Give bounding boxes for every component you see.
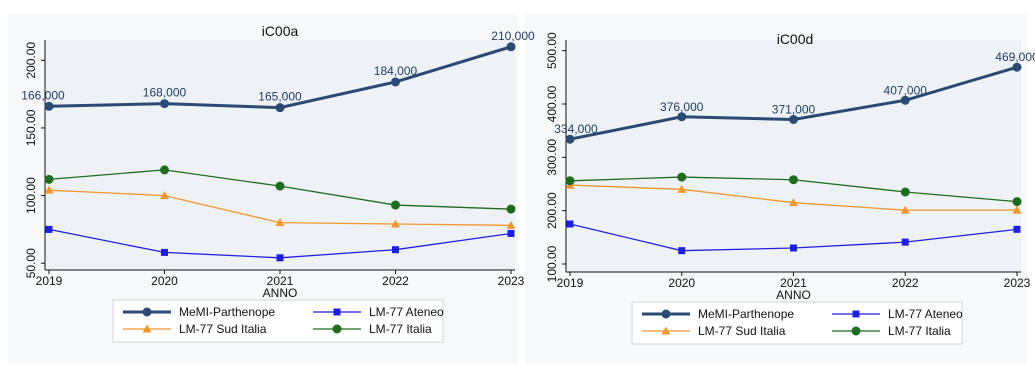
y-tick-label: 200.00 <box>24 42 38 79</box>
x-tick-label: 2022 <box>892 276 919 290</box>
legend-marker <box>142 307 152 317</box>
data-label: 168,000 <box>143 86 187 100</box>
point-MeMI-Parthenope <box>900 95 910 105</box>
x-tick-label: 2020 <box>668 276 695 290</box>
x-tick-label: 2023 <box>498 274 525 288</box>
legend-marker <box>142 324 152 333</box>
legend: MeMI-Parthenope LM-77 Ateneo LM-77 Sud Ita… <box>112 299 444 343</box>
legend-label: LM-77 Sud Italia <box>179 322 267 336</box>
point-MeMI-Parthenope <box>789 114 798 124</box>
data-label: 334,000 <box>554 122 598 136</box>
legend-label: LM-77 Ateneo <box>888 307 963 321</box>
point-LM-77 Sud Italia <box>160 191 169 200</box>
point-LM-77 Ateneo <box>392 246 399 254</box>
point-LM-77 Ateneo <box>45 225 53 233</box>
point-MeMI-Parthenope <box>677 112 687 122</box>
point-LM-77 Italia <box>275 181 285 191</box>
legend-label: LM-77 Sud Italia <box>698 324 786 338</box>
legend-marker <box>852 310 860 318</box>
point-LM-77 Ateneo <box>507 229 515 237</box>
legend-box <box>112 299 444 343</box>
point-LM-77 Ateneo <box>1013 225 1021 233</box>
point-LM-77 Italia <box>506 204 516 214</box>
point-LM-77 Italia <box>391 200 400 210</box>
point-LM-77 Ateneo <box>161 248 168 256</box>
y-tick-label: 500.00 <box>545 32 559 69</box>
point-MeMI-Parthenope <box>391 77 400 87</box>
legend-label: MeMI-Parthenope <box>179 305 275 319</box>
point-LM-77 Sud Italia <box>44 185 54 194</box>
point-LM-77 Ateneo <box>678 247 686 255</box>
legend-marker <box>332 324 342 334</box>
x-tick-label: 2020 <box>151 274 178 288</box>
plot-area <box>45 40 515 270</box>
legend-box <box>631 301 963 345</box>
point-MeMI-Parthenope <box>44 101 54 111</box>
y-tick-label: 150.00 <box>24 109 38 146</box>
x-tick-label: 2021 <box>780 276 807 290</box>
point-MeMI-Parthenope <box>506 42 516 52</box>
point-LM-77 Sud Italia <box>275 218 285 227</box>
y-tick-label: 400.00 <box>545 85 559 122</box>
data-label: 407,000 <box>884 83 928 97</box>
x-tick-label: 2019 <box>557 276 584 290</box>
legend-marker <box>851 326 861 336</box>
x-axis-label: ANNO <box>776 288 811 302</box>
x-tick-label: 2023 <box>1004 276 1031 290</box>
x-tick-label: 2022 <box>382 274 409 288</box>
chart-panel-iC00d: iC00d 100.00 200.00 300.00 400.00 500.00 2019 2… <box>545 31 1035 345</box>
plot-area <box>566 40 1021 272</box>
y-tick-label: 50.00 <box>24 248 38 278</box>
point-LM-77 Ateneo <box>276 254 284 262</box>
legend-marker <box>661 309 671 319</box>
legend-label: MeMI-Parthenope <box>698 307 794 321</box>
data-label: 184,000 <box>374 64 418 78</box>
point-LM-77 Ateneo <box>566 220 574 228</box>
legend-marker <box>661 326 671 335</box>
data-label: 210,000 <box>491 29 535 43</box>
y-tick-label: 200.00 <box>545 192 559 229</box>
x-axis-label: ANNO <box>263 286 298 300</box>
point-LM-77 Sud Italia <box>789 198 798 207</box>
point-LM-77 Italia <box>1012 197 1022 207</box>
point-MeMI-Parthenope <box>160 99 169 109</box>
legend-label: LM-77 Italia <box>888 324 951 338</box>
chart-title: iC00d <box>777 31 814 47</box>
legend-marker <box>333 308 341 316</box>
x-tick-label: 2019 <box>36 274 63 288</box>
point-LM-77 Italia <box>789 175 798 185</box>
legend-label: LM-77 Ateneo <box>369 305 444 319</box>
chart-title: iC00a <box>262 23 299 39</box>
point-LM-77 Italia <box>565 176 575 186</box>
point-MeMI-Parthenope <box>1012 62 1022 72</box>
point-LM-77 Ateneo <box>790 244 797 252</box>
chart-panel-iC00a: iC00a 50.00 100.00 150.00 200.00 2019 2020 2021… <box>21 23 535 343</box>
point-LM-77 Italia <box>44 174 54 184</box>
point-LM-77 Sud Italia <box>391 219 400 228</box>
point-LM-77 Sud Italia <box>1012 205 1022 214</box>
data-label: 376,000 <box>660 100 704 114</box>
point-MeMI-Parthenope <box>565 134 575 144</box>
legend-label: LM-77 Italia <box>369 322 432 336</box>
point-LM-77 Italia <box>160 165 169 175</box>
point-LM-77 Sud Italia <box>900 205 910 214</box>
data-label: 165,000 <box>258 90 302 104</box>
point-LM-77 Sud Italia <box>677 184 687 193</box>
y-tick-label: 100.00 <box>545 245 559 282</box>
point-LM-77 Sud Italia <box>506 220 516 229</box>
x-tick-label: 2021 <box>267 274 294 288</box>
point-LM-77 Italia <box>900 187 910 197</box>
point-LM-77 Italia <box>677 172 687 182</box>
point-LM-77 Ateneo <box>901 238 909 246</box>
data-label: 166,000 <box>21 88 65 102</box>
y-tick-label: 300.00 <box>545 139 559 176</box>
legend: MeMI-Parthenope LM-77 Ateneo LM-77 Sud Ita… <box>631 301 963 345</box>
data-label: 371,000 <box>772 102 816 116</box>
y-tick-label: 100.00 <box>24 177 38 214</box>
data-label: 469,000 <box>995 50 1035 64</box>
point-MeMI-Parthenope <box>275 103 285 113</box>
